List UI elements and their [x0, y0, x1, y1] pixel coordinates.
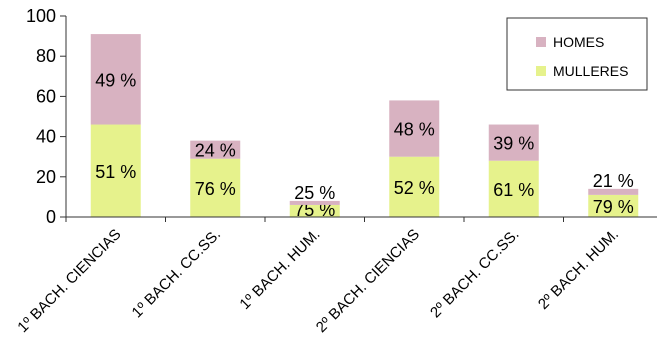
data-label: 75 % — [294, 200, 335, 220]
bar-segment-homes — [90, 34, 141, 125]
y-tick-label: 60 — [36, 86, 56, 106]
data-label: 52 % — [394, 178, 435, 198]
bar-segment-homes — [588, 188, 639, 195]
legend-label-mulleres: MULLERES — [553, 63, 628, 79]
data-label: 76 % — [195, 179, 236, 199]
legend-box — [506, 17, 648, 91]
bar-segment-homes — [488, 124, 539, 161]
legend-label-homes: HOMES — [553, 34, 604, 50]
data-label: 51 % — [95, 162, 136, 182]
y-tick-label: 40 — [36, 127, 56, 147]
bar-segment-mulleres — [90, 124, 141, 217]
bar-segment-homes — [389, 100, 440, 157]
y-tick-label: 20 — [36, 167, 56, 187]
y-tick-label: 100 — [26, 6, 56, 26]
legend-swatch-mulleres — [536, 66, 546, 76]
bar-segment-mulleres — [190, 158, 241, 217]
x-category-label: 1º BACH. CIENCIAS — [14, 226, 124, 336]
legend: HOMES MULLERES — [506, 17, 648, 91]
bar-segment-mulleres — [588, 194, 639, 217]
bar-segment-mulleres — [289, 204, 340, 217]
data-label: 49 % — [95, 70, 136, 90]
x-category-label: 1º BACH. HUM. — [236, 226, 323, 313]
y-tick-label: 0 — [46, 207, 56, 227]
bar-segment-homes — [289, 200, 340, 205]
data-label: 48 % — [394, 120, 435, 140]
bar-segment-mulleres — [389, 156, 440, 217]
data-label: 25 % — [294, 183, 335, 203]
x-category-label: 1º BACH. CC.SS. — [129, 226, 224, 321]
data-label: 39 % — [493, 134, 534, 154]
x-category-label: 2º BACH. CIENCIAS — [313, 226, 423, 336]
data-label: 61 % — [493, 180, 534, 200]
data-label: 79 % — [593, 197, 634, 217]
y-axis: 0 20 40 60 80 100 — [26, 6, 67, 227]
data-label: 24 % — [195, 141, 236, 161]
bars: 51 % 49 % 76 % 24 % 75 %25 % 52 % 48 % 61 % 39 %… — [90, 34, 639, 220]
legend-swatch-homes — [536, 37, 546, 47]
bar-segment-homes — [190, 140, 241, 159]
x-category-label: 2º BACH. HUM. — [535, 226, 622, 313]
data-label: 21 % — [593, 171, 634, 191]
y-tick-label: 80 — [36, 46, 56, 66]
x-axis: 1º BACH. CIENCIAS 1º BACH. CC.SS. 1º BACH.… — [14, 216, 657, 336]
x-category-label: 2º BACH. CC.SS. — [427, 226, 522, 321]
bar-segment-mulleres — [488, 160, 539, 217]
